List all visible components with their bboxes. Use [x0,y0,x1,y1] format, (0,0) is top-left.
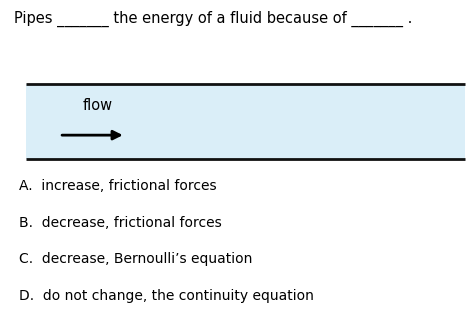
Text: C.  decrease, Bernoulli’s equation: C. decrease, Bernoulli’s equation [19,252,252,266]
Bar [26,84,465,159]
Text: flow: flow [83,98,113,113]
Text: D.  do not change, the continuity equation: D. do not change, the continuity equatio… [19,289,314,303]
Text: B.  decrease, frictional forces: B. decrease, frictional forces [19,216,222,230]
Text: Pipes _______ the energy of a fluid because of _______ .: Pipes _______ the energy of a fluid beca… [14,11,412,27]
Text: A.  increase, frictional forces: A. increase, frictional forces [19,179,217,193]
